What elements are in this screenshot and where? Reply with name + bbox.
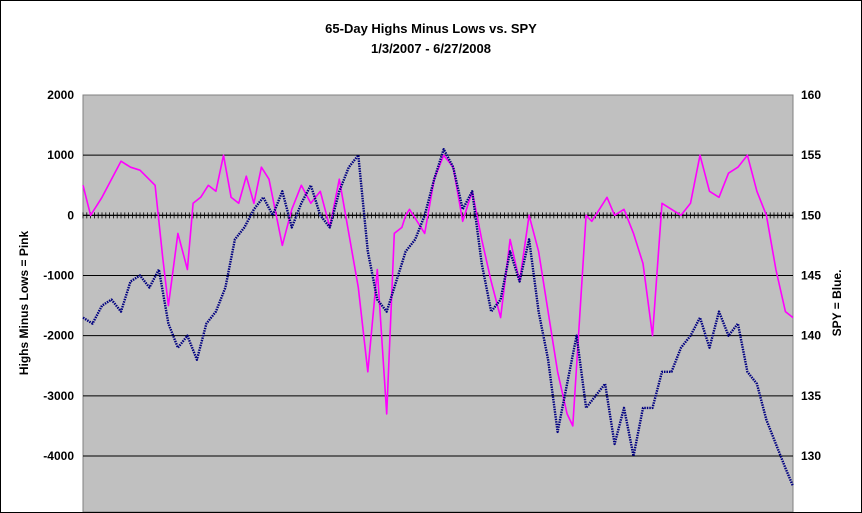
chart-subtitle: 1/3/2007 - 6/27/2008 <box>371 41 491 56</box>
series-layer <box>82 147 795 487</box>
left-tick-label: 1000 <box>47 148 74 162</box>
x-axis <box>82 212 794 219</box>
chart-title: 65-Day Highs Minus Lows vs. SPY <box>325 21 537 36</box>
right-tick-label: 150 <box>801 208 821 222</box>
right-tick-label: 130 <box>801 449 821 463</box>
left-y-axis: 2000 1000 0 -1000 -2000 -3000 -4000 <box>43 88 74 463</box>
left-tick-label: 0 <box>67 208 74 222</box>
left-tick-label: -3000 <box>43 389 74 403</box>
left-axis-title: Highs Minus Lows = Pink <box>17 231 31 376</box>
left-tick-label: 2000 <box>47 88 74 102</box>
right-tick-label: 145 <box>801 269 821 283</box>
left-tick-label: -4000 <box>43 449 74 463</box>
left-tick-label: -2000 <box>43 329 74 343</box>
series-line-highs-minus-lows <box>82 154 794 427</box>
right-tick-label: 135 <box>801 389 821 403</box>
series-line-spy <box>82 147 795 487</box>
plot-area <box>82 94 794 512</box>
left-tick-label: -1000 <box>43 269 74 283</box>
right-tick-label: 155 <box>801 148 821 162</box>
right-y-axis: 160 155 150 145 140 135 130 <box>801 88 821 463</box>
right-axis-title: SPY = Blue. <box>830 270 844 337</box>
right-tick-label: 160 <box>801 88 821 102</box>
right-tick-label: 140 <box>801 329 821 343</box>
